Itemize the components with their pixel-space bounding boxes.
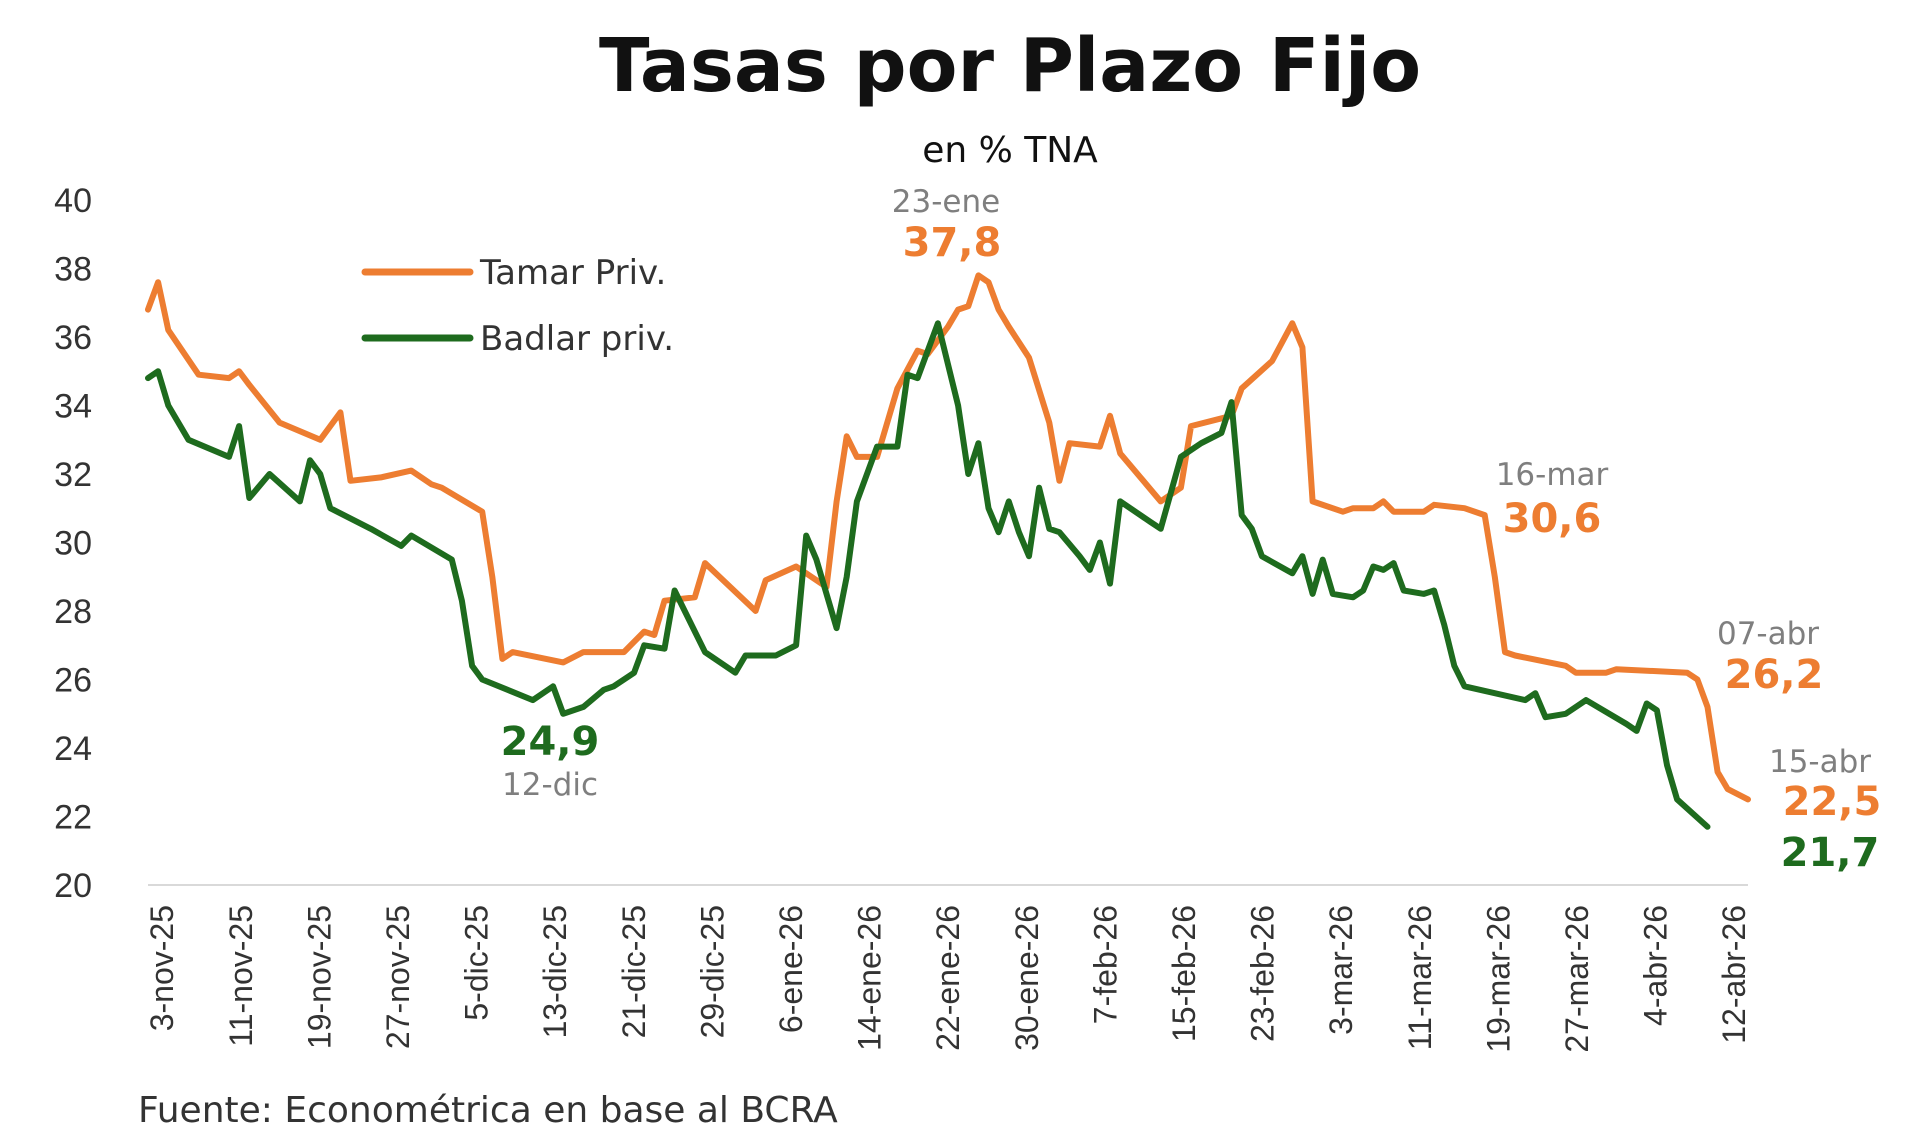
legend: Tamar Priv. Badlar priv.: [361, 253, 674, 359]
y-tick-label: 36: [54, 319, 92, 357]
x-tick-label: 29-dic-25: [694, 905, 730, 1038]
x-tick-label: 5-dic-25: [459, 905, 495, 1021]
annotation-date: 23-ene: [892, 184, 1000, 220]
x-tick-label: 14-ene-26: [852, 905, 888, 1051]
y-tick-label: 30: [54, 525, 92, 563]
x-tick-label: 27-nov-25: [380, 905, 416, 1049]
legend-label: Badlar priv.: [480, 319, 674, 359]
annotation-value: 30,6: [1503, 496, 1602, 542]
x-tick-label: 12-abr-26: [1716, 905, 1752, 1044]
x-tick-label: 13-dic-25: [537, 905, 573, 1038]
series-line-tamar: [145, 272, 1751, 803]
annotation-value: 26,2: [1725, 652, 1824, 698]
x-tick-label: 6-ene-26: [773, 905, 809, 1033]
annotation-value: 21,7: [1781, 830, 1880, 876]
x-tick-label: 3-nov-25: [144, 905, 180, 1031]
chart-subtitle: en % TNA: [922, 130, 1098, 171]
legend-label: Tamar Priv.: [479, 253, 666, 293]
source-note: Fuente: Econométrica en base al BCRA: [138, 1090, 838, 1131]
x-tick-label: 15-feb-26: [1166, 905, 1202, 1042]
x-axis: 3-nov-25 11-nov-25 19-nov-25 27-nov-25 5-dic…: [144, 905, 1752, 1053]
x-tick-label: 21-dic-25: [616, 905, 652, 1038]
x-tick-label: 19-nov-25: [301, 905, 337, 1049]
annotation-date: 12-dic: [502, 767, 598, 803]
y-tick-label: 22: [54, 799, 92, 837]
annotation-date: 16-mar: [1496, 457, 1609, 493]
x-tick-label: 30-ene-26: [1009, 905, 1045, 1051]
y-tick-label: 40: [54, 182, 92, 220]
x-tick-label: 23-feb-26: [1245, 905, 1281, 1042]
x-tick-label: 22-ene-26: [930, 905, 966, 1051]
x-tick-label: 11-mar-26: [1402, 905, 1438, 1050]
x-tick-label: 7-feb-26: [1087, 905, 1123, 1024]
y-tick-label: 38: [54, 251, 92, 289]
annotation-value: 24,9: [501, 719, 600, 765]
series-line-badlar: [145, 320, 1711, 830]
y-tick-label: 34: [54, 388, 92, 426]
annotation-value: 22,5: [1783, 779, 1882, 825]
y-tick-label: 20: [54, 867, 92, 905]
x-tick-label: 27-mar-26: [1559, 905, 1595, 1053]
chart-title: Tasas por Plazo Fijo: [599, 23, 1421, 109]
y-axis: 20 22 24 26 28 30 32 34 36 38 40: [54, 182, 92, 905]
x-tick-label: 19-mar-26: [1480, 905, 1516, 1053]
x-tick-label: 4-abr-26: [1638, 905, 1674, 1026]
annotation-value: 37,8: [903, 220, 1002, 266]
y-tick-label: 28: [54, 593, 92, 631]
y-tick-label: 32: [54, 456, 92, 494]
annotation-date: 07-abr: [1717, 616, 1819, 652]
y-tick-label: 24: [54, 730, 92, 768]
annotation-date: 15-abr: [1769, 744, 1871, 780]
x-tick-label: 3-mar-26: [1323, 905, 1359, 1035]
series-layer: [145, 272, 1751, 830]
y-tick-label: 26: [54, 662, 92, 700]
x-tick-label: 11-nov-25: [223, 905, 259, 1047]
